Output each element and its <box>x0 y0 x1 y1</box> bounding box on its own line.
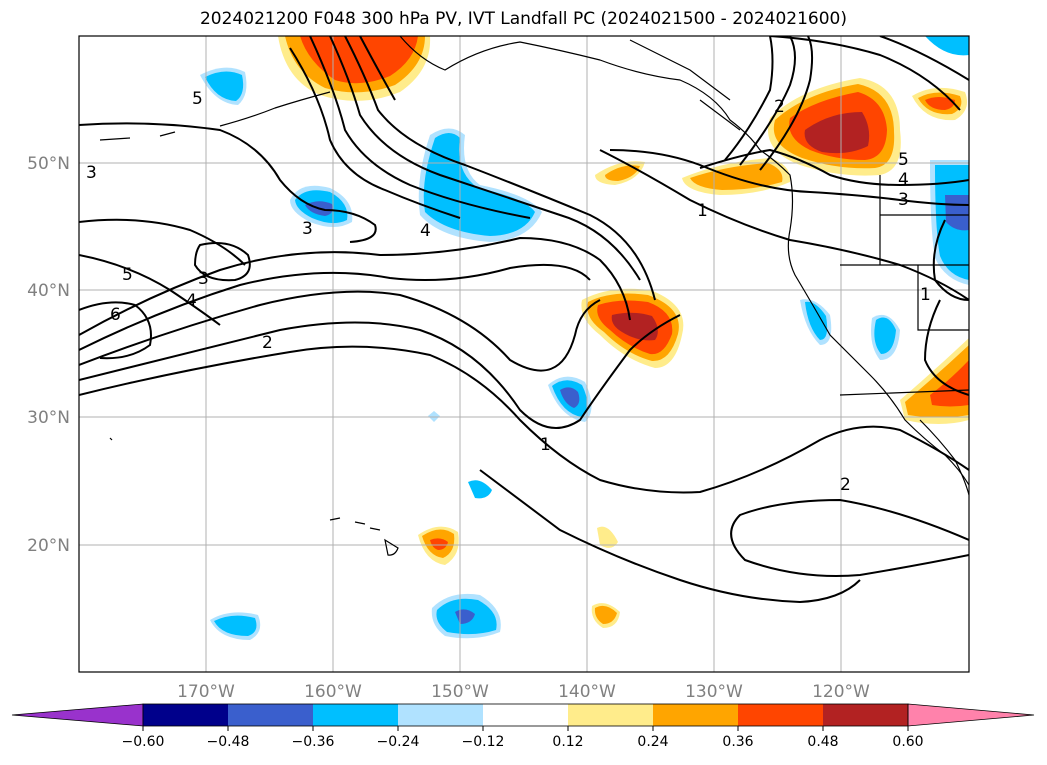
contour-label: 3 <box>86 163 97 183</box>
lon-label: 130°W <box>685 682 743 702</box>
lon-label: 150°W <box>431 682 489 702</box>
colorbar-segment <box>398 704 483 726</box>
contour-label: 5 <box>192 89 203 109</box>
contour-label: 4 <box>186 291 197 311</box>
contour-label: 2 <box>262 333 273 353</box>
colorbar-tick-label: −0.12 <box>462 734 505 750</box>
contour-label: 1 <box>697 201 708 221</box>
colorbar-segment <box>483 704 568 726</box>
negative-patch-central <box>548 376 592 422</box>
negative-patch-gulf <box>418 128 542 242</box>
map-title: 2024021200 F048 300 hPa PV, IVT Landfall… <box>199 9 847 29</box>
shaded-anomaly-layer <box>200 36 969 640</box>
contour-label: 1 <box>920 285 931 305</box>
negative-patch-bering <box>200 67 247 105</box>
negative-patch-interior <box>925 36 969 285</box>
contour-label: 5 <box>122 265 133 285</box>
colorbar-tick-label: 0.60 <box>892 734 923 750</box>
lat-label: 40°N <box>27 281 70 301</box>
map-frame <box>78 35 970 673</box>
positive-patch-bc <box>768 78 901 176</box>
colorbar-tick-label: −0.36 <box>292 734 335 750</box>
colorbar-tick-label: 0.36 <box>722 734 753 750</box>
negative-patch-south <box>210 411 501 640</box>
contour-label: 2 <box>840 475 851 495</box>
colorbar-segment <box>738 704 823 726</box>
pv-contours <box>79 36 969 604</box>
contour-label: 3 <box>898 190 909 210</box>
colorbar-segment <box>653 704 738 726</box>
coastlines <box>99 36 969 556</box>
contour-label: 4 <box>898 170 909 190</box>
lon-label: 140°W <box>558 682 616 702</box>
negative-patch-coast <box>800 299 900 360</box>
positive-patch-socal <box>900 338 969 424</box>
colorbar-tick-label: −0.24 <box>377 734 420 750</box>
colorbar-tick-label: −0.60 <box>122 734 165 750</box>
positive-patch-ne <box>912 87 968 121</box>
colorbar-segment <box>568 704 653 726</box>
lon-label: 160°W <box>304 682 362 702</box>
contour-label-group: 5 3 5 3 4 6 3 4 2 2 1 5 4 3 1 1 2 <box>86 89 931 495</box>
colorbar-tick-label: −0.48 <box>207 734 250 750</box>
colorbar-segment <box>228 704 313 726</box>
lat-label: 50°N <box>27 154 70 174</box>
longitude-axis: 170°W 160°W 150°W 140°W 130°W 120°W <box>177 682 870 702</box>
positive-patch-hawaii-north <box>418 526 459 565</box>
colorbar-segment <box>143 704 228 726</box>
lat-label: 20°N <box>27 536 70 556</box>
colorbar-segment <box>823 704 908 726</box>
colorbar-extend-low <box>11 703 144 727</box>
contour-label: 5 <box>898 150 909 170</box>
lon-label: 170°W <box>177 682 235 702</box>
positive-patch-central <box>581 288 684 368</box>
contour-label: 6 <box>110 305 121 325</box>
graticule <box>79 36 969 672</box>
colorbar-tick-label: 0.48 <box>807 734 838 750</box>
contour-label: 3 <box>198 269 209 289</box>
positive-patch-alaska <box>278 36 431 101</box>
negative-patch-west <box>290 185 353 227</box>
latitude-axis: 50°N 40°N 30°N 20°N <box>27 154 70 556</box>
colorbar-tick-label: 0.24 <box>637 734 668 750</box>
lat-label: 30°N <box>27 408 70 428</box>
positive-patch-small-north <box>595 161 645 185</box>
positive-patch-small-south <box>591 526 620 628</box>
contour-label: 1 <box>540 435 551 455</box>
contour-label: 2 <box>774 97 785 117</box>
contour-label: 3 <box>302 219 313 239</box>
colorbar-extend-high <box>907 703 1035 727</box>
colorbar-outline <box>142 703 909 727</box>
colorbar-tick-label: 0.12 <box>552 734 583 750</box>
contour-label: 4 <box>420 221 431 241</box>
colorbar-segment <box>313 704 398 726</box>
colorbar: −0.60 −0.48 −0.36 −0.24 −0.12 0.12 0.24 0.36 0.4… <box>11 703 1035 750</box>
lon-label: 120°W <box>812 682 870 702</box>
